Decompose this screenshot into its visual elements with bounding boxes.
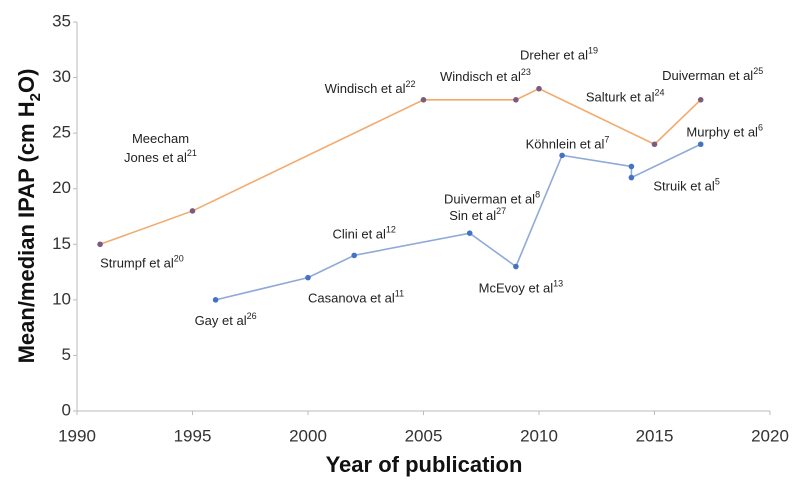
point-label-sup: 7 [604,135,609,145]
point [212,297,219,303]
point-label: Struik et al5 [653,177,719,194]
y-tick-label: 15 [52,234,71,253]
point-label-text: Gay et al [195,313,247,328]
y-title-sub: 2 [27,93,44,101]
point [651,141,658,148]
point-label-text: Murphy et al [686,125,758,140]
point-label: Köhnlein et al7 [526,135,610,152]
point-label: Dreher et al19 [520,46,598,63]
point [420,97,427,103]
point-label: McEvoy et al13 [479,279,563,296]
point [513,263,519,270]
point-label-text: Windisch et al [440,69,521,84]
y-tick-label: 35 [52,11,71,30]
point-label-sup: 20 [174,254,184,264]
point-label-text: Duiverman et al [444,192,535,207]
point-label: Duiverman et al25 [662,66,763,83]
x-tick-label: 2005 [405,426,443,445]
point-label-sup: 6 [758,123,763,133]
point [466,230,473,236]
point-label-text: Duiverman et al [662,68,753,83]
point-label-text: Windisch et al [325,81,406,96]
point-label-sup: 22 [405,79,415,89]
point [305,274,311,281]
point-label: Windisch et al23 [440,67,531,84]
point-label-text: Sin et al [449,209,496,224]
point-label-sup: 23 [521,67,531,77]
point-label: Murphy et al6 [686,123,763,140]
point-label-sup: 12 [386,225,396,235]
x-tick-label: 2010 [520,426,558,445]
point-label: Sin et al27 [449,207,506,224]
y-title-text: Mean/median IPAP (cm H [14,101,39,363]
point-label-sup: 24 [654,88,664,98]
point-label-text: Jones et al [124,150,187,165]
point-label-sup: 26 [247,311,257,321]
point-label-text: Köhnlein et al [526,137,605,152]
point-label: Meecham [132,131,189,146]
point [697,97,704,103]
point-label: Jones et al21 [124,148,197,165]
point-label-text: McEvoy et al [479,281,554,296]
point-label: Clini et al12 [332,225,395,242]
point-label-text: Strumpf et al [100,256,174,271]
point-label-sup: 27 [496,207,506,217]
point-label-sup: 11 [395,289,404,299]
point-label: Duiverman et al8 [444,190,540,207]
point [628,163,635,170]
point-label-text: Meecham [132,131,189,146]
x-axis-title: Year of publication [326,452,523,477]
y-tick-label: 0 [62,400,71,419]
point [351,252,358,259]
y-tick-label: 20 [52,178,71,197]
point-label-sup: 19 [588,46,598,56]
point-label: Windisch et al22 [325,79,416,96]
x-tick-label: 2015 [636,426,674,445]
point-label-sup: 8 [535,190,540,200]
y-title-end: O) [14,69,39,93]
point-label-sup: 13 [553,279,563,289]
point-label-sup: 5 [715,177,720,187]
point [513,97,519,103]
point [697,141,704,148]
point-label-text: Casanova et al [308,291,395,306]
point [536,85,542,92]
point-label-sup: 21 [187,148,197,158]
point [559,152,565,159]
y-axis-title: Mean/median IPAP (cm H2O) [14,69,45,364]
x-tick-label: 1990 [58,426,96,445]
y-tick-label: 10 [52,289,71,308]
point-label-text: Salturk et al [586,90,655,105]
x-tick-label: 2000 [289,426,327,445]
y-tick-label: 5 [62,345,71,364]
point-label: Salturk et al24 [586,88,665,105]
point-label: Casanova et al11 [308,289,404,306]
point-label-sup: 25 [753,66,763,76]
point [628,174,635,181]
point-label-text: Clini et al [332,227,386,242]
x-tick-label: 2020 [751,426,789,445]
point-label-text: Dreher et al [520,48,588,63]
point [189,208,196,214]
point [97,241,103,248]
y-tick-label: 30 [52,67,71,86]
series-line [99,87,702,246]
point-label: Gay et al26 [195,311,257,328]
x-tick-label: 1995 [174,426,212,445]
point-label-text: Struik et al [653,179,715,194]
point-label: Strumpf et al20 [100,254,184,271]
y-tick-label: 25 [52,123,71,142]
